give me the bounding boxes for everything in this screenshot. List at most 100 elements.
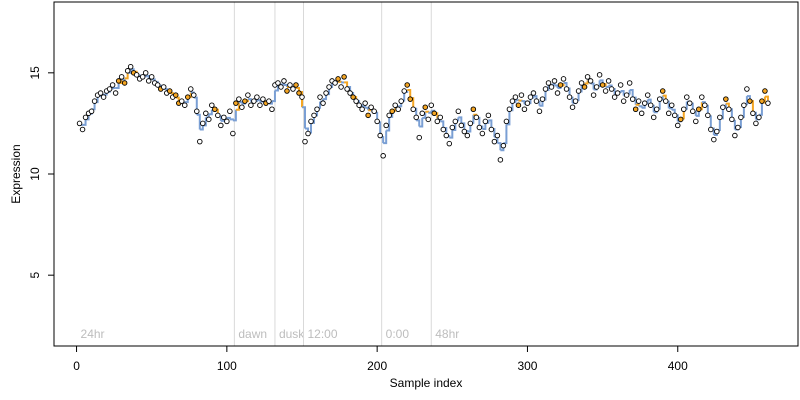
fit-segment [731,119,736,130]
data-point [91,98,98,104]
data-point [398,98,404,104]
data-point [383,122,389,129]
data-point [422,104,428,110]
data-point [545,80,552,86]
data-point [275,80,281,86]
fit-segment [416,119,421,127]
data-point [212,106,218,112]
data-point [251,98,257,104]
data-point [675,122,681,129]
data-point [584,74,591,80]
data-point [100,94,107,100]
data-point [242,98,248,104]
data-point [236,96,242,102]
data-point [753,120,759,127]
data-point [569,104,576,110]
data-point [521,106,528,112]
fit-segment [196,113,201,130]
data-point [428,102,435,108]
data-point [389,108,395,115]
data-point [714,128,720,135]
fit-segment [764,95,769,101]
fit-segment [518,99,523,102]
data-points [76,64,771,163]
data-point [305,130,311,137]
fit-segment [488,119,493,129]
data-point [738,114,744,121]
data-point [614,90,621,96]
data-point [166,88,173,94]
data-point [690,108,696,115]
data-point [233,100,239,106]
data-point [623,92,630,98]
fit-segment [716,118,721,131]
data-point [245,92,251,98]
data-point [76,120,83,127]
data-point [699,94,705,100]
y-axis-label: Expression [9,144,23,203]
data-point [765,100,771,106]
data-point [362,100,368,106]
data-point [681,106,687,112]
data-point [566,94,573,100]
data-point [154,82,161,88]
fit-segment [124,72,129,80]
fit-segment [458,116,463,124]
data-point [587,78,594,84]
data-point [425,116,432,123]
data-point [338,84,344,90]
data-point [446,140,453,147]
data-point [596,72,603,78]
data-point [191,92,197,98]
data-point [662,98,669,104]
fit-segment [635,103,640,107]
data-point [735,124,741,131]
data-point [638,110,645,117]
data-point [323,90,329,96]
data-point [599,82,606,88]
data-point [705,112,711,119]
fit-segment [449,129,454,139]
data-point [145,78,152,84]
data-point [602,88,609,94]
data-point [260,96,266,102]
data-point [509,98,516,104]
data-point [611,94,618,100]
data-point [482,118,489,125]
section-label: 0:00 [386,327,410,341]
fit-segment [338,80,343,83]
data-point [335,76,341,82]
data-point [503,118,510,125]
data-point [401,88,407,94]
data-point [347,90,353,96]
data-point [494,132,501,139]
y-tick-label: 5 [28,272,42,279]
fit-segment [515,99,520,102]
data-point [106,86,113,92]
fit-segment [386,116,391,132]
data-point [729,116,735,123]
data-point [118,74,125,80]
data-point [644,92,651,98]
data-point [365,112,371,119]
fit-segment [82,119,87,126]
data-point [308,118,314,125]
data-point [287,82,293,88]
data-point [139,74,146,80]
fit-segment [274,84,279,92]
data-point [179,98,185,104]
data-point [293,82,299,88]
section-label: dusk [279,327,305,341]
fit-segment [668,107,673,110]
fit-segment [175,96,180,101]
data-point [572,98,579,104]
section-label: 24hr [81,327,105,341]
data-point [281,78,287,84]
data-point [257,102,263,108]
data-point [732,132,738,139]
fit-segment [554,84,559,88]
fit-segment [707,115,712,129]
data-point [518,92,525,98]
data-point [488,126,495,133]
